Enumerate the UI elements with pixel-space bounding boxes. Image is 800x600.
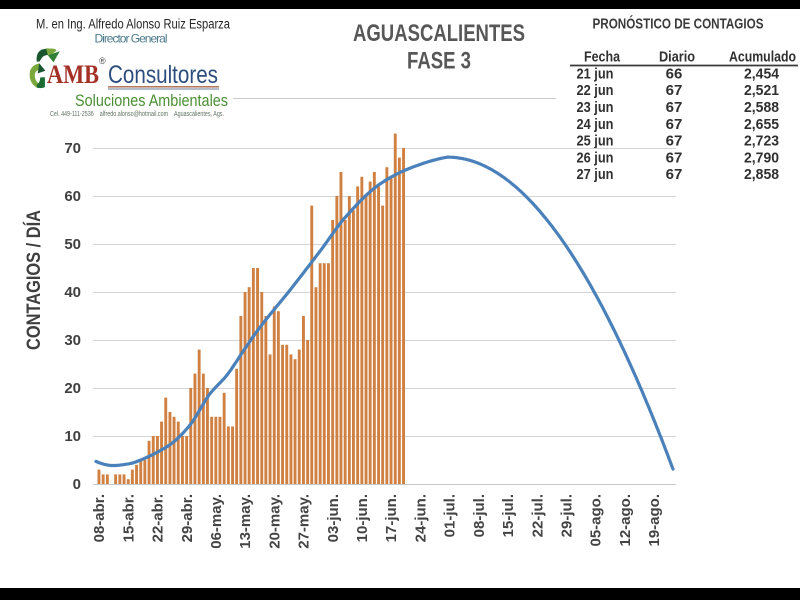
- svg-text:2,521: 2,521: [744, 82, 779, 99]
- svg-text:29-jul.: 29-jul.: [559, 494, 576, 537]
- svg-text:CONTAGIOS / DÍA: CONTAGIOS / DÍA: [23, 210, 45, 350]
- svg-text:60: 60: [64, 188, 81, 205]
- svg-text:0: 0: [73, 476, 81, 493]
- svg-text:20: 20: [64, 380, 81, 397]
- svg-text:Cel. 449-111-2536 alfredo.a: Cel. 449-111-2536 alfredo.alonso@hotmail…: [50, 111, 224, 118]
- svg-text:27 jun: 27 jun: [577, 166, 614, 183]
- svg-text:30: 30: [64, 332, 81, 349]
- svg-text:Acumulado: Acumulado: [729, 49, 796, 66]
- svg-text:2,723: 2,723: [744, 133, 779, 150]
- svg-text:2,858: 2,858: [744, 166, 779, 183]
- svg-text:29-abr.: 29-abr.: [179, 494, 196, 542]
- svg-text:10: 10: [64, 428, 81, 445]
- svg-text:22-jul.: 22-jul.: [529, 494, 546, 537]
- svg-text:70: 70: [64, 140, 81, 157]
- svg-text:AGUASCALIENTES: AGUASCALIENTES: [353, 20, 525, 47]
- svg-text:2,790: 2,790: [744, 149, 779, 166]
- svg-text:67: 67: [666, 82, 683, 99]
- svg-text:Diario: Diario: [659, 49, 695, 66]
- svg-text:50: 50: [64, 236, 81, 253]
- svg-text:AMB: AMB: [47, 60, 99, 89]
- svg-text:PRONÓSTICO DE CONTAGIOS: PRONÓSTICO DE CONTAGIOS: [593, 15, 764, 33]
- svg-text:67: 67: [666, 149, 683, 166]
- svg-text:Soluciones Ambientales: Soluciones Ambientales: [75, 92, 228, 110]
- svg-text:17-jun.: 17-jun.: [383, 494, 400, 542]
- svg-text:Consultores: Consultores: [108, 61, 218, 89]
- svg-text:22-abr.: 22-abr.: [150, 494, 167, 542]
- svg-text:20-may.: 20-may.: [266, 494, 283, 549]
- svg-text:67: 67: [666, 166, 683, 183]
- svg-text:2,655: 2,655: [744, 116, 779, 133]
- svg-text:15-abr.: 15-abr.: [120, 494, 137, 542]
- svg-text:03-jun.: 03-jun.: [325, 494, 342, 542]
- svg-text:Fecha: Fecha: [584, 49, 621, 66]
- svg-text:13-may.: 13-may.: [237, 494, 254, 549]
- svg-text:M. en Ing. Alfredo Alonso Ruiz: M. en Ing. Alfredo Alonso Ruiz Esparza: [36, 17, 230, 32]
- svg-text:2,588: 2,588: [744, 99, 779, 116]
- svg-text:15-jul.: 15-jul.: [500, 494, 517, 537]
- svg-text:22 jun: 22 jun: [577, 82, 614, 99]
- svg-text:®: ®: [99, 56, 106, 66]
- svg-text:12-ago.: 12-ago.: [617, 494, 634, 547]
- svg-text:19-ago.: 19-ago.: [646, 494, 663, 547]
- svg-text:Director General: Director General: [95, 32, 168, 46]
- svg-text:08-jul.: 08-jul.: [471, 494, 488, 537]
- svg-text:24 jun: 24 jun: [577, 116, 614, 133]
- svg-text:40: 40: [64, 284, 81, 301]
- svg-text:26 jun: 26 jun: [577, 149, 614, 166]
- svg-text:27-may.: 27-may.: [296, 494, 313, 549]
- svg-text:10-jun.: 10-jun.: [354, 494, 371, 542]
- svg-text:05-ago.: 05-ago.: [588, 494, 605, 547]
- svg-text:01-jul.: 01-jul.: [442, 494, 459, 537]
- svg-text:2,454: 2,454: [744, 65, 780, 82]
- svg-text:23 jun: 23 jun: [577, 99, 614, 116]
- svg-text:66: 66: [666, 65, 683, 82]
- svg-text:24-jun.: 24-jun.: [412, 494, 429, 542]
- svg-text:21 jun: 21 jun: [577, 65, 614, 82]
- svg-text:67: 67: [666, 99, 683, 116]
- svg-text:08-abr.: 08-abr.: [91, 494, 108, 542]
- svg-text:25 jun: 25 jun: [577, 133, 614, 150]
- svg-text:FASE 3: FASE 3: [407, 48, 471, 75]
- svg-text:67: 67: [666, 116, 683, 133]
- svg-text:06-may.: 06-may.: [208, 494, 225, 549]
- svg-text:67: 67: [666, 133, 683, 150]
